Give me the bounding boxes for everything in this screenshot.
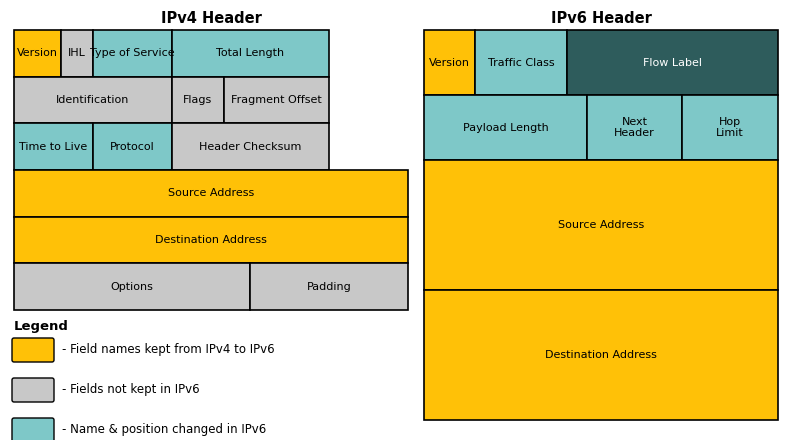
Text: IPv4 Header: IPv4 Header	[160, 11, 261, 26]
Text: Payload Length: Payload Length	[463, 122, 548, 132]
Bar	[92, 123, 171, 170]
Text: Identification: Identification	[56, 95, 130, 105]
Bar	[424, 160, 778, 290]
Bar	[424, 290, 778, 420]
Text: Version: Version	[429, 58, 470, 67]
Bar	[424, 95, 587, 160]
Bar	[62, 30, 92, 77]
FancyBboxPatch shape	[12, 338, 54, 362]
Text: - Field names kept from IPv4 to IPv6: - Field names kept from IPv4 to IPv6	[62, 344, 275, 356]
Text: Hop
Limit: Hop Limit	[717, 117, 744, 138]
Text: Protocol: Protocol	[110, 142, 155, 152]
Text: Next
Header: Next Header	[615, 117, 655, 138]
Bar	[14, 170, 408, 216]
Bar	[14, 123, 92, 170]
Text: Destination Address: Destination Address	[545, 350, 657, 360]
Text: Traffic Class: Traffic Class	[488, 58, 555, 67]
Bar	[587, 95, 683, 160]
Bar	[171, 123, 329, 170]
Text: - Name & position changed in IPv6: - Name & position changed in IPv6	[62, 423, 266, 436]
Text: Time to Live: Time to Live	[19, 142, 88, 152]
Text: IPv6 Header: IPv6 Header	[551, 11, 652, 26]
Bar	[14, 263, 250, 310]
Text: Source Address: Source Address	[558, 220, 644, 230]
Bar	[14, 30, 62, 77]
Bar	[171, 77, 224, 123]
Text: Flags: Flags	[183, 95, 213, 105]
Text: Header Checksum: Header Checksum	[199, 142, 302, 152]
FancyBboxPatch shape	[12, 418, 54, 440]
Bar	[424, 30, 476, 95]
Bar	[250, 263, 408, 310]
Text: Padding: Padding	[307, 282, 352, 292]
Text: Options: Options	[111, 282, 153, 292]
Bar	[683, 95, 778, 160]
Text: Version: Version	[17, 48, 58, 59]
Text: Fragment Offset: Fragment Offset	[231, 95, 322, 105]
Text: Total Length: Total Length	[216, 48, 284, 59]
Bar	[171, 30, 329, 77]
Bar	[476, 30, 567, 95]
Bar	[92, 30, 171, 77]
Text: Flow Label: Flow Label	[643, 58, 702, 67]
Text: Source Address: Source Address	[167, 188, 254, 198]
Bar	[14, 77, 171, 123]
Text: Destination Address: Destination Address	[155, 235, 267, 245]
Text: Legend: Legend	[14, 320, 69, 333]
Text: - Fields not kept in IPv6: - Fields not kept in IPv6	[62, 384, 200, 396]
Bar	[224, 77, 329, 123]
Bar	[567, 30, 778, 95]
FancyBboxPatch shape	[12, 378, 54, 402]
Bar	[14, 216, 408, 263]
Text: IHL: IHL	[68, 48, 86, 59]
Text: Type of Service: Type of Service	[90, 48, 175, 59]
